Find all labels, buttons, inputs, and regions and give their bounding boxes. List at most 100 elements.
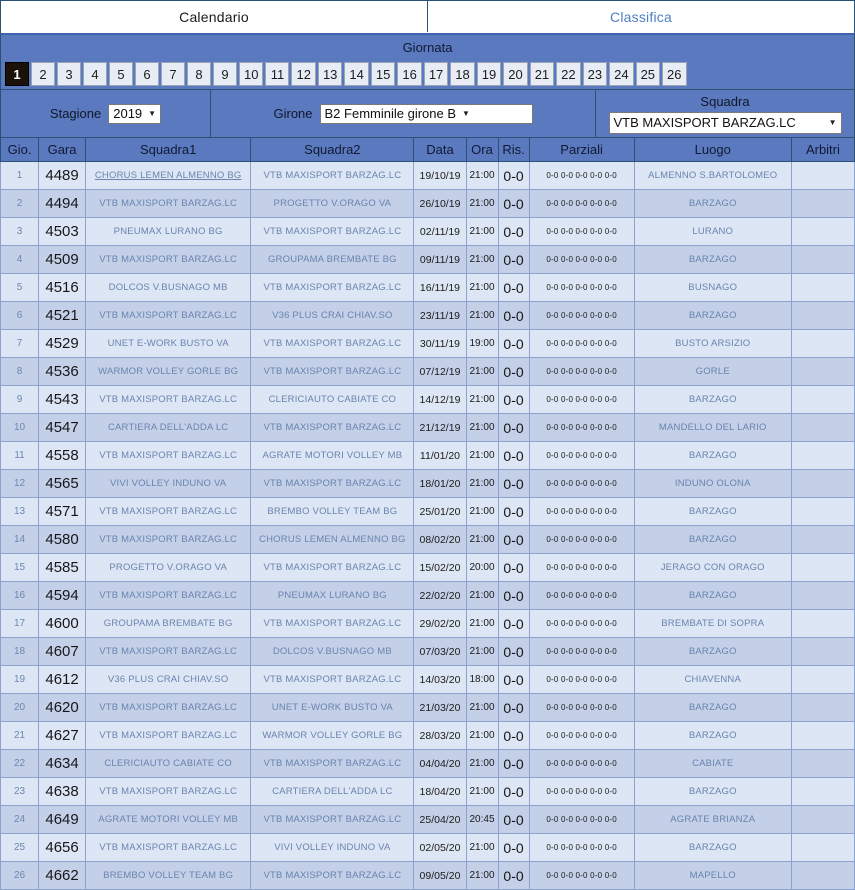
cell-gara: 4638 [38, 777, 87, 806]
cell-squadra1: VTB MAXISPORT BARZAG.LC [85, 385, 252, 414]
table-row: 3 4503 PNEUMAX LURANO BG VTB MAXISPORT BARZ… [0, 217, 855, 246]
cell-giornata: 19 [0, 665, 40, 694]
giornata-button-10[interactable]: 10 [239, 62, 264, 86]
tab-classifica-label: Classifica [610, 8, 672, 25]
cell-squadra1: VTB MAXISPORT BARZAG.LC [85, 777, 252, 806]
girone-label: Girone [273, 106, 313, 121]
giornata-button-6[interactable]: 6 [135, 62, 159, 86]
cell-arbitri [790, 749, 855, 778]
cell-ora: 20:45 [465, 805, 499, 834]
cell-squadra2: VTB MAXISPORT BARZAG.LC [250, 805, 415, 834]
cell-ora: 21:00 [465, 357, 499, 386]
cell-squadra2: VTB MAXISPORT BARZAG.LC [250, 609, 415, 638]
stagione-select[interactable]: 2019 ▼ [108, 103, 162, 124]
cell-data: 21/12/19 [413, 413, 467, 442]
giornata-button-14[interactable]: 14 [344, 62, 369, 86]
table-row: 21 4627 VTB MAXISPORT BARZAG.LC WARMOR VOLL… [0, 721, 855, 750]
cell-risultato: 0-0 [497, 861, 530, 890]
giornata-button-9[interactable]: 9 [213, 62, 237, 86]
giornata-button-18[interactable]: 18 [450, 62, 475, 86]
cell-gara: 4600 [38, 609, 87, 638]
stagione-label: Stagione [49, 106, 102, 121]
giornata-button-26[interactable]: 26 [662, 62, 687, 86]
cell-squadra2: VTB MAXISPORT BARZAG.LC [250, 861, 415, 890]
cell-data: 25/04/20 [413, 805, 467, 834]
giornata-button-13[interactable]: 13 [317, 62, 343, 86]
cell-gara: 4516 [38, 273, 87, 302]
cell-squadra1: VTB MAXISPORT BARZAG.LC [85, 581, 252, 610]
cell-luogo: BARZAGO [633, 245, 792, 274]
giornata-button-16[interactable]: 16 [397, 62, 422, 86]
cell-ora: 21:00 [465, 301, 499, 330]
table-row: 23 4638 VTB MAXISPORT BARZAG.LC CARTIERA DE… [0, 777, 855, 806]
tab-calendario[interactable]: Calendario [1, 1, 428, 32]
table-row: 15 4585 PROGETTO V.ORAGO VA VTB MAXISPORT B… [0, 553, 855, 582]
cell-risultato: 0-0 [497, 805, 530, 834]
cell-squadra1: VTB MAXISPORT BARZAG.LC [85, 525, 252, 554]
girone-select[interactable]: B2 Femminile girone B ▼ [319, 103, 533, 124]
cell-risultato: 0-0 [497, 749, 530, 778]
giornata-button-17[interactable]: 17 [423, 62, 449, 86]
cell-parziali: 0-0 0-0 0-0 0-0 0-0 [528, 525, 635, 554]
column-header-gio: Gio. [0, 138, 40, 162]
cell-arbitri [790, 693, 855, 722]
cell-parziali: 0-0 0-0 0-0 0-0 0-0 [528, 441, 635, 470]
giornata-button-5[interactable]: 5 [109, 62, 133, 86]
giornata-button-1[interactable]: 1 [5, 62, 29, 86]
cell-gara: 4571 [38, 497, 87, 526]
column-header-squadra2: Squadra2 [250, 138, 415, 162]
giornata-button-22[interactable]: 22 [556, 62, 581, 86]
cell-ora: 18:00 [465, 665, 499, 694]
cell-giornata: 21 [0, 721, 40, 750]
cell-squadra2: VTB MAXISPORT BARZAG.LC [250, 749, 415, 778]
squadra-select[interactable]: VTB MAXISPORT BARZAG.LC ▼ [608, 111, 842, 134]
cell-risultato: 0-0 [497, 189, 530, 218]
table-row: 1 4489 CHORUS LEMEN ALMENNO BG VTB MAXISPOR… [0, 161, 855, 190]
squadra-label: Squadra [700, 93, 750, 109]
cell-data: 14/03/20 [413, 665, 467, 694]
cell-ora: 21:00 [465, 693, 499, 722]
cell-arbitri [790, 637, 855, 666]
cell-squadra1: UNET E-WORK BUSTO VA [85, 329, 252, 358]
tab-classifica[interactable]: Classifica [428, 1, 854, 32]
cell-gara: 4558 [38, 441, 87, 470]
cell-risultato: 0-0 [497, 665, 530, 694]
cell-parziali: 0-0 0-0 0-0 0-0 0-0 [528, 749, 635, 778]
cell-risultato: 0-0 [497, 245, 530, 274]
cell-data: 11/01/20 [413, 441, 467, 470]
cell-squadra2: AGRATE MOTORI VOLLEY MB [250, 441, 415, 470]
cell-parziali: 0-0 0-0 0-0 0-0 0-0 [528, 497, 635, 526]
cell-ora: 21:00 [465, 777, 499, 806]
giornata-button-8[interactable]: 8 [187, 62, 211, 86]
cell-ora: 21:00 [465, 441, 499, 470]
cell-ora: 21:00 [465, 861, 499, 890]
giornata-button-24[interactable]: 24 [609, 62, 634, 86]
giornata-button-21[interactable]: 21 [529, 62, 555, 86]
giornata-button-20[interactable]: 20 [503, 62, 528, 86]
table-row: 6 4521 VTB MAXISPORT BARZAG.LC V36 PLUS CRA… [0, 301, 855, 330]
cell-risultato: 0-0 [497, 525, 530, 554]
giornata-button-23[interactable]: 23 [582, 62, 608, 86]
giornata-button-11[interactable]: 11 [265, 62, 290, 86]
cell-gara: 4585 [38, 553, 87, 582]
giornata-button-4[interactable]: 4 [83, 62, 107, 86]
giornata-button-7[interactable]: 7 [161, 62, 185, 86]
giornata-button-15[interactable]: 15 [370, 62, 396, 86]
giornata-button-2[interactable]: 2 [31, 62, 55, 86]
cell-arbitri [790, 721, 855, 750]
giornata-button-25[interactable]: 25 [635, 62, 661, 86]
cell-squadra1[interactable]: CHORUS LEMEN ALMENNO BG [85, 161, 252, 190]
cell-arbitri [790, 441, 855, 470]
giornata-panel: Giornata 1 2 3 4 5 6 7 8 9 10 11 12 13 14 15 16 17 18 19 20… [0, 33, 855, 90]
cell-data: 26/10/19 [413, 189, 467, 218]
cell-arbitri [790, 497, 855, 526]
team-link[interactable]: CHORUS LEMEN ALMENNO BG [94, 170, 242, 181]
giornata-button-3[interactable]: 3 [57, 62, 81, 86]
cell-risultato: 0-0 [497, 469, 530, 498]
giornata-button-12[interactable]: 12 [291, 62, 316, 86]
cell-arbitri [790, 413, 855, 442]
cell-squadra2: PNEUMAX LURANO BG [250, 581, 415, 610]
giornata-button-19[interactable]: 19 [476, 62, 502, 86]
cell-luogo: BARZAGO [633, 525, 792, 554]
